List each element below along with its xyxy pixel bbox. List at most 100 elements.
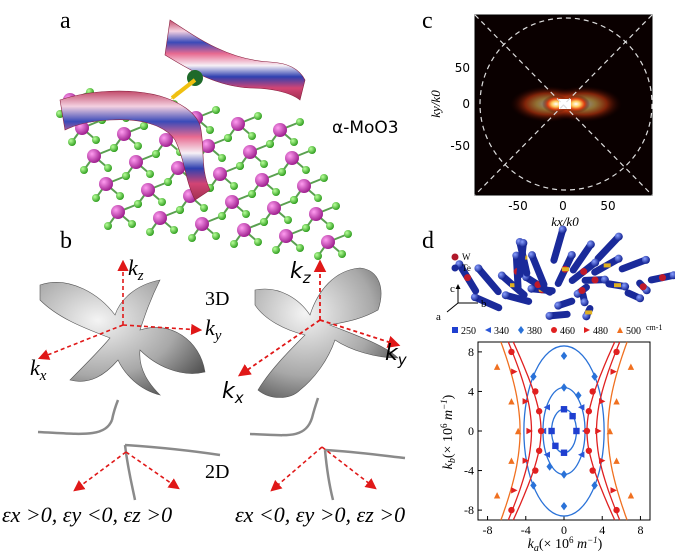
data-point xyxy=(543,451,550,458)
x-tick-label: 8 xyxy=(637,523,643,537)
mo-atom xyxy=(243,145,257,159)
crystal-axis-c: c xyxy=(450,283,455,295)
crystal-axis-a: a xyxy=(436,311,441,323)
panel-a: a α-MoO3 xyxy=(56,8,399,260)
ky-label-left: ky xyxy=(205,315,222,344)
x-tick-label: -4 xyxy=(521,523,531,537)
data-point xyxy=(627,492,635,499)
legend-entry-label: 460 xyxy=(560,326,575,337)
data-point xyxy=(573,427,580,435)
mo-atom xyxy=(141,183,155,197)
data-point xyxy=(522,398,529,405)
svg-text:-50: -50 xyxy=(508,199,528,213)
iso-frequency-hyperbola xyxy=(607,341,628,521)
legend-marker xyxy=(584,327,590,333)
legend-marker xyxy=(617,327,623,333)
mo-atom xyxy=(87,149,101,163)
panel-label-d: d xyxy=(422,228,434,254)
mo-atom xyxy=(117,127,131,141)
data-point xyxy=(522,457,529,464)
svg-text:50: 50 xyxy=(600,199,615,213)
hyperboloid-left xyxy=(39,279,206,396)
data-point xyxy=(613,506,620,514)
data-point xyxy=(595,427,602,435)
mo-atom xyxy=(279,229,293,243)
mo-atom xyxy=(321,235,335,249)
legend-w-dot xyxy=(451,253,459,261)
legend-marker xyxy=(518,326,524,334)
arrow-2d-right-a xyxy=(270,446,323,492)
data-point xyxy=(583,427,591,435)
y-tick-label: 4 xyxy=(468,384,474,398)
data-point xyxy=(575,391,582,400)
legend-entry-label: 500 xyxy=(626,326,641,337)
data-point xyxy=(613,457,620,464)
mo-atom xyxy=(309,207,323,221)
data-point xyxy=(493,492,501,499)
data-point xyxy=(610,487,617,494)
panel-c-yticks: 50 0 -50 xyxy=(450,61,470,153)
data-point xyxy=(543,404,550,411)
dispersion-chart: -8 -4 0 4 8 8 4 0 -4 -8 xyxy=(464,341,651,537)
data-point xyxy=(589,467,596,474)
x-tick-label: 0 xyxy=(561,523,567,537)
y-tick-label: -8 xyxy=(464,503,474,517)
label-3d: 3D xyxy=(205,288,229,310)
condition-left: εx >0, εy <0, εz >0 xyxy=(2,502,172,527)
data-point xyxy=(508,398,515,405)
mo-atom xyxy=(171,161,185,175)
arrow-2d-left-a xyxy=(73,451,127,492)
data-point xyxy=(627,363,635,370)
chart-xlabel: ka(× 106 m−1) xyxy=(528,535,603,551)
x-tick-label: -8 xyxy=(483,523,493,537)
mo-atom xyxy=(195,217,209,231)
condition-right: εx <0, εy >0, εz >0 xyxy=(235,502,405,527)
panel-label-b: b xyxy=(60,228,72,254)
data-point xyxy=(591,481,598,490)
hyperbola-left-2d xyxy=(37,399,221,501)
data-point xyxy=(560,470,568,479)
mo-atom xyxy=(129,155,143,169)
data-point xyxy=(560,406,568,413)
data-point xyxy=(589,388,596,395)
y-tick-label: -4 xyxy=(464,464,474,478)
legend-entry-label: 250 xyxy=(461,326,476,337)
data-point xyxy=(535,408,543,415)
panel-d: d W Te c b a 250 340 380 460 480 500 cm-1 -8 -4… xyxy=(422,225,675,551)
label-2d: 2D xyxy=(205,461,229,483)
legend-entry-label: 340 xyxy=(494,326,509,337)
data-point xyxy=(514,427,522,435)
data-point xyxy=(530,481,537,490)
chart-ylabel: kb(× 106 m−1) xyxy=(439,394,458,469)
data-point xyxy=(532,388,539,395)
crystal-axis-b: b xyxy=(481,298,487,310)
data-point xyxy=(599,457,606,464)
panel-label-a: a xyxy=(60,8,71,34)
mo-atom xyxy=(153,211,167,225)
panel-c: c 50 0 -50 -50 0 50 kx/k0 ky/k0 xyxy=(422,8,653,229)
wavefront-upper xyxy=(164,19,306,101)
kz-label-right: kz xyxy=(290,259,312,287)
mo-atom xyxy=(213,167,227,181)
legend-unit: cm-1 xyxy=(646,323,662,332)
data-point xyxy=(546,462,553,471)
hyperbola-right-2d xyxy=(249,397,406,501)
mo-atom xyxy=(285,151,299,165)
data-point xyxy=(613,348,620,356)
spectrum-image xyxy=(510,86,622,122)
kx-label-left: kx xyxy=(30,355,47,384)
legend-w-label: W xyxy=(462,252,471,262)
mo-atom xyxy=(297,179,311,193)
mo-atom xyxy=(231,117,245,131)
data-point xyxy=(548,427,555,435)
svg-text:0: 0 xyxy=(559,199,567,213)
mo-atom xyxy=(225,195,239,209)
kz-label-left: kz xyxy=(128,255,144,284)
legend-entry-label: 480 xyxy=(593,326,608,337)
asymptote-2 xyxy=(474,14,653,196)
hyperboloid-right xyxy=(254,267,399,398)
mo-atom xyxy=(237,223,251,237)
data-point xyxy=(578,451,585,458)
mo-atom xyxy=(159,133,173,147)
